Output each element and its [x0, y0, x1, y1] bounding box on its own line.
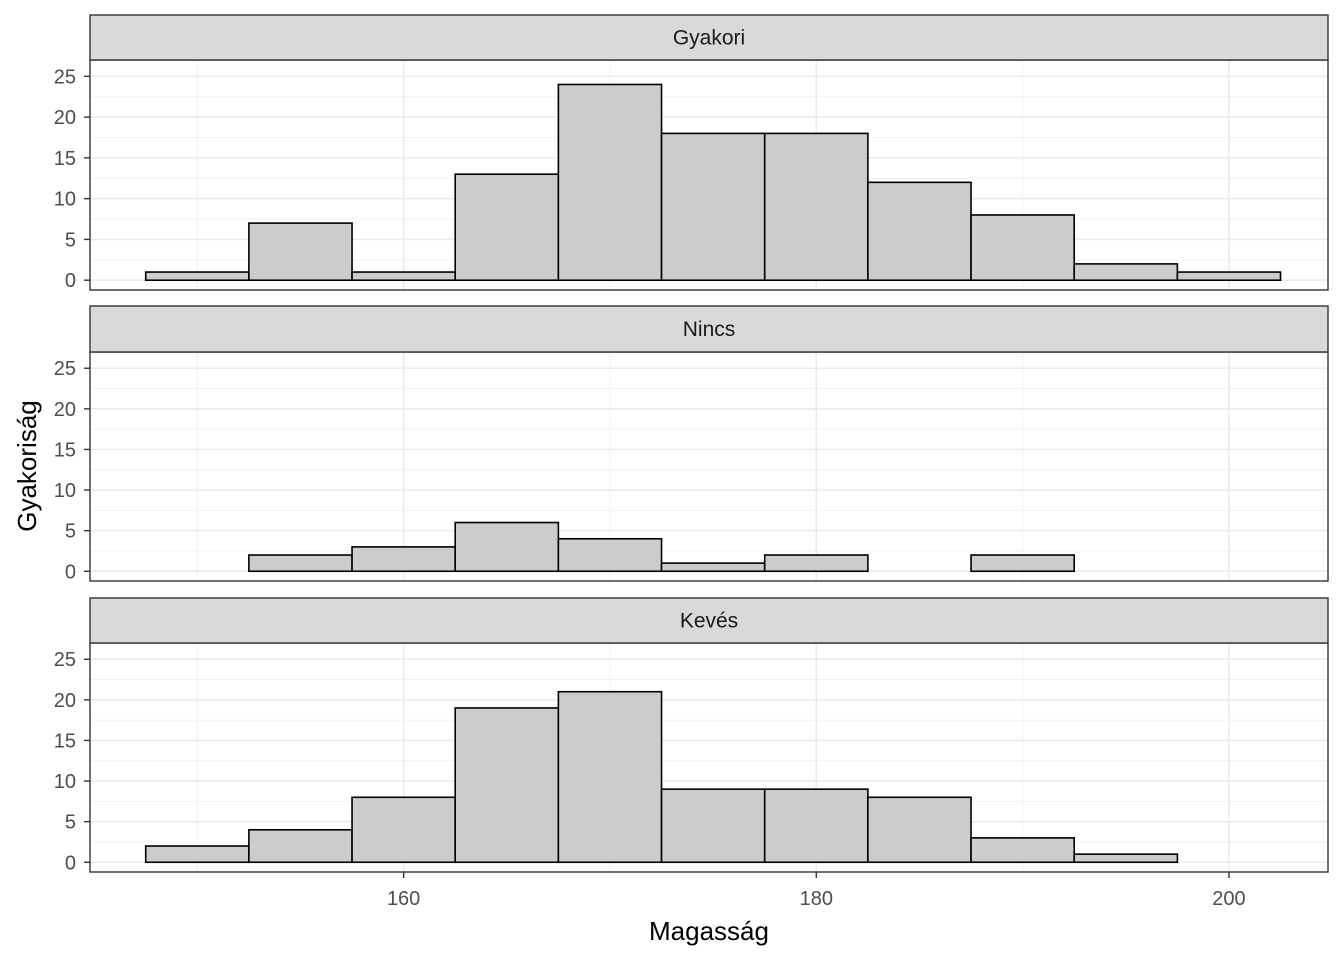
facet-strip [89, 305, 1329, 353]
histogram-bar [248, 828, 353, 864]
y-tick-label: 10 [54, 189, 76, 211]
histogram-bar [351, 271, 457, 282]
histogram-bar [454, 707, 560, 864]
panel-background [90, 352, 1328, 581]
histogram-bar [557, 83, 663, 282]
y-tick-label: 15 [54, 439, 76, 461]
facet-strip [89, 597, 1329, 644]
histogram-bar [867, 796, 972, 864]
histogram-bar [970, 554, 1076, 573]
facet-strip-label: Nincs [683, 318, 736, 341]
y-tick-label: 5 [65, 229, 76, 251]
histogram-bar [454, 173, 560, 282]
histogram-bar [557, 537, 663, 573]
histogram-bar [660, 788, 766, 864]
histogram-bar [454, 521, 560, 573]
histogram-bar [763, 788, 869, 864]
histogram-bar [660, 132, 766, 282]
histogram-bar [763, 554, 869, 573]
y-tick-label: 0 [65, 270, 76, 292]
histogram-bar [1176, 271, 1282, 282]
x-tick-label: 180 [800, 888, 833, 910]
histogram-bar [557, 690, 663, 864]
histogram-bar [351, 796, 457, 864]
histogram-bar [248, 222, 353, 282]
histogram-bar [1073, 853, 1179, 864]
y-tick-label: 10 [54, 480, 76, 502]
x-axis-title: Magasság [649, 916, 769, 946]
y-tick-label: 25 [54, 649, 76, 671]
y-tick-label: 15 [54, 148, 76, 170]
y-tick-label: 20 [54, 690, 76, 712]
y-axis-title: Gyakoriság [12, 400, 42, 532]
histogram-bar [763, 132, 869, 282]
facet-strip-label: Gyakori [673, 27, 745, 50]
y-tick-label: 5 [65, 521, 76, 543]
panel-2: Nincs 0 5 10 15 20 25 [54, 305, 1329, 583]
histogram-bar [1073, 263, 1179, 282]
histogram-bar [351, 546, 457, 573]
histogram-bar [867, 181, 972, 282]
y-tick-label: 20 [54, 399, 76, 421]
histogram-bar [144, 845, 250, 864]
histogram-bar [660, 562, 766, 573]
x-tick-label: 200 [1212, 888, 1245, 910]
histogram-bar [970, 214, 1076, 282]
panel-1: Gyakori 0 5 10 15 20 25 [54, 14, 1329, 292]
histogram-bar [144, 271, 250, 282]
histogram-bar [248, 554, 353, 573]
x-tick-label: 160 [387, 888, 420, 910]
y-tick-label: 10 [54, 771, 76, 793]
histogram-bar [970, 837, 1076, 864]
panel-3: Kevés 0 5 10 15 20 25 160 180 200 [54, 597, 1329, 910]
facet-strip-label: Kevés [680, 610, 738, 633]
y-tick-label: 15 [54, 730, 76, 752]
y-tick-label: 25 [54, 66, 76, 88]
y-tick-label: 5 [65, 812, 76, 834]
y-tick-label: 20 [54, 107, 76, 129]
y-tick-label: 25 [54, 358, 76, 380]
facet-strip [89, 14, 1329, 61]
y-tick-label: 0 [65, 561, 76, 583]
y-tick-label: 0 [65, 852, 76, 874]
